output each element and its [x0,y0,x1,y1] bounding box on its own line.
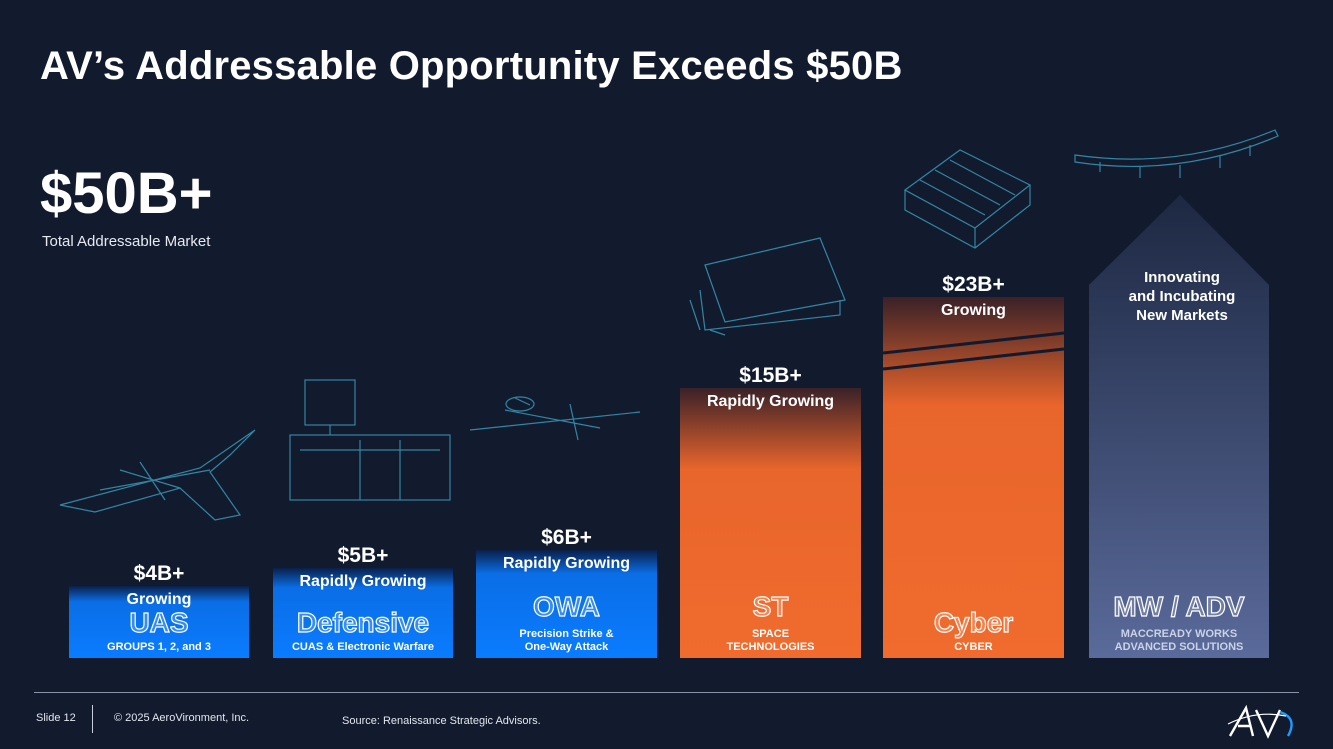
source-note: Source: Renaissance Strategic Advisors. [342,715,541,727]
status-label-defensive: Rapidly Growing [299,573,426,590]
status-label-cyber: Growing [941,302,1006,319]
av-logo [1227,704,1293,739]
space-payload-illustration [689,237,846,336]
bar-uas [69,586,249,658]
segment-label-uas: UAS [129,607,188,638]
bar-cyber [883,297,1064,658]
segment-label-cyber: Cyber [934,607,1013,638]
segment-desc-st-line2: TECHNOLOGIES [726,641,814,653]
value-label-uas: $4B+ [134,562,185,585]
tam-label: Total Addressable Market [42,233,211,250]
segment-label-owa: OWA [533,591,600,622]
bar-owa [476,550,657,658]
defensive-system-illustration [289,379,451,501]
innovation-arrow [1089,195,1269,658]
innovation-arrow-line-3: New Markets [1136,307,1228,324]
segment-desc-owa-line2: One-Way Attack [525,641,609,653]
tam-value: $50B+ [40,161,213,226]
uas-aircraft-illustration [59,429,256,521]
owa-drone-illustration [469,396,641,441]
innovation-arrow-text: Innovating and Incubating New Markets [1129,269,1236,324]
bar-st [680,388,861,658]
status-label-owa: Rapidly Growing [503,555,630,572]
value-label-st: $15B+ [739,364,801,387]
segment-label-st: ST [753,591,789,622]
bar-defensive [273,568,453,658]
page-title: AV’s Addressable Opportunity Exceeds $50… [40,44,903,88]
value-label-cyber: $23B+ [942,273,1004,296]
copyright: © 2025 AeroVironment, Inc. [114,712,250,724]
status-label-st: Rapidly Growing [707,393,834,410]
status-label-uas: Growing [127,591,192,608]
footer-separator [92,705,93,733]
value-label-owa: $6B+ [541,526,592,549]
slide-number: Slide 12 [36,712,76,724]
segment-desc-uas: GROUPS 1, 2, and 3 [107,641,211,653]
segment-desc-mw-adv: MACCREADY WORKS [1121,628,1238,640]
value-label-defensive: $5B+ [338,544,389,567]
innovation-arrow-line-2: and Incubating [1129,288,1236,305]
segment-desc-mw-adv-line2: ADVANCED SOLUTIONS [1115,641,1244,653]
segment-desc-st: SPACE [752,628,789,640]
footer-divider [34,692,1299,693]
segment-label-mw-adv: MW / ADV [1113,591,1244,622]
segment-desc-owa: Precision Strike & [519,628,613,640]
segment-desc-defensive: CUAS & Electronic Warfare [292,641,434,653]
innovation-arrow-line-1: Innovating [1144,269,1220,286]
axis-break-mark [882,331,1065,355]
hale-aircraft-illustration [1074,129,1279,178]
cyber-hardware-illustration [903,149,1032,249]
axis-break-mark [882,347,1065,371]
segment-desc-cyber: CYBER [954,641,993,653]
segment-label-defensive: Defensive [297,607,429,638]
